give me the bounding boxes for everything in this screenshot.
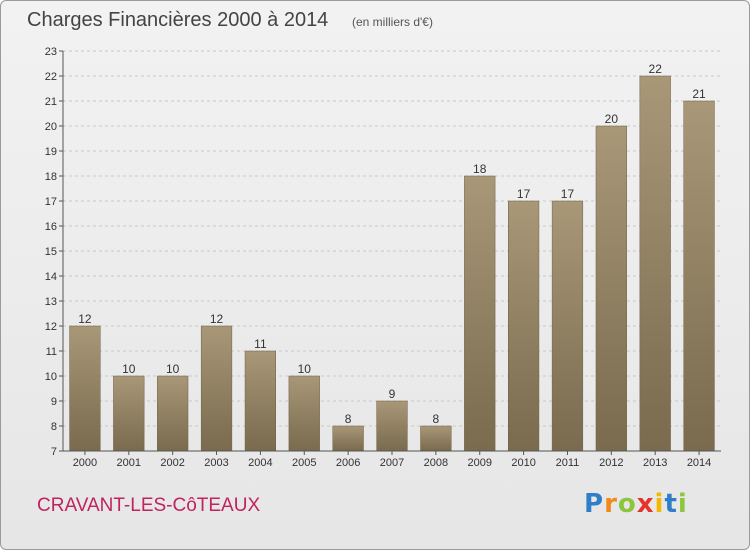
chart-title: Charges Financières 2000 à 2014 (27, 9, 329, 31)
bar (507, 200, 540, 452)
bar (332, 425, 364, 452)
bar (200, 325, 233, 452)
data-label: 22 (649, 62, 663, 76)
data-label: 20 (605, 112, 619, 126)
x-tick-label: 2002 (160, 457, 184, 469)
data-label: 12 (210, 312, 224, 326)
x-tick-label: 2001 (117, 457, 141, 469)
bar (69, 325, 101, 452)
y-tick-label: 21 (45, 96, 57, 108)
x-tick-label: 2014 (687, 457, 711, 469)
bar (157, 375, 189, 452)
logo-letter: o (617, 489, 637, 519)
y-tick-label: 7 (51, 446, 57, 458)
logo-letter: P (584, 489, 605, 519)
logo-letter: r (604, 489, 618, 519)
x-tick-label: 2009 (467, 457, 491, 469)
y-tick-label: 10 (45, 371, 57, 383)
data-label: 8 (433, 412, 440, 426)
x-tick-label: 2000 (73, 457, 97, 469)
bar (639, 75, 671, 452)
logo-letter: i (654, 489, 665, 519)
logo-letter: t (664, 489, 678, 519)
x-tick-label: 2011 (556, 457, 580, 469)
y-tick-label: 12 (45, 321, 57, 333)
y-tick-label: 16 (45, 221, 57, 233)
bar (244, 350, 277, 452)
proxiti-logo: Proxiti (584, 489, 688, 519)
y-tick-label: 20 (45, 121, 57, 133)
x-tick-label: 2010 (511, 457, 535, 469)
bar (376, 400, 408, 452)
y-tick-label: 9 (51, 396, 57, 408)
data-label: 10 (166, 362, 180, 376)
data-label: 18 (473, 162, 487, 176)
logo-letter: i (677, 489, 688, 519)
bar (464, 175, 496, 452)
y-tick-label: 19 (45, 146, 57, 158)
bars: 12 10 10 12 11 10 8 9 8 18 17 17 20 22 21 (69, 62, 715, 452)
commune-name: CRAVANT-LES-CôTEAUX (37, 495, 261, 516)
bar (683, 100, 715, 452)
y-tick-label: 17 (45, 196, 57, 208)
bar (551, 200, 584, 452)
bar (288, 375, 320, 452)
data-label: 10 (122, 362, 136, 376)
axes: 7 8 9 10 11 12 13 14 15 16 17 18 19 20 21 22 23 2000 2001 2… (45, 46, 721, 469)
y-tick-label: 23 (45, 46, 57, 58)
data-label: 9 (389, 387, 396, 401)
y-tick-label: 11 (46, 346, 57, 358)
y-tick-label: 14 (45, 271, 57, 283)
x-tick-label: 2012 (599, 457, 623, 469)
x-tick-label: 2004 (248, 457, 272, 469)
x-tick-label: 2007 (380, 457, 404, 469)
x-tick-label: 2003 (204, 457, 228, 469)
x-tick-label: 2008 (424, 457, 448, 469)
logo-letter: x (636, 489, 655, 519)
bar (113, 375, 145, 452)
y-tick-label: 13 (45, 296, 57, 308)
data-label: 11 (254, 337, 267, 351)
data-label: 12 (78, 312, 92, 326)
y-tick-label: 8 (51, 421, 57, 433)
data-label: 17 (517, 187, 531, 201)
data-label: 21 (692, 87, 706, 101)
chart-subtitle: (en milliers d'€) (352, 15, 433, 29)
y-tick-label: 18 (45, 171, 57, 183)
data-label: 8 (345, 412, 352, 426)
x-tick-label: 2005 (292, 457, 316, 469)
data-label: 10 (298, 362, 312, 376)
y-tick-label: 15 (45, 246, 57, 258)
x-tick-label: 2013 (643, 457, 667, 469)
bar (595, 125, 627, 452)
x-tick-label: 2006 (336, 457, 360, 469)
y-tick-label: 22 (45, 71, 57, 83)
bar (420, 425, 452, 452)
data-label: 17 (561, 187, 575, 201)
